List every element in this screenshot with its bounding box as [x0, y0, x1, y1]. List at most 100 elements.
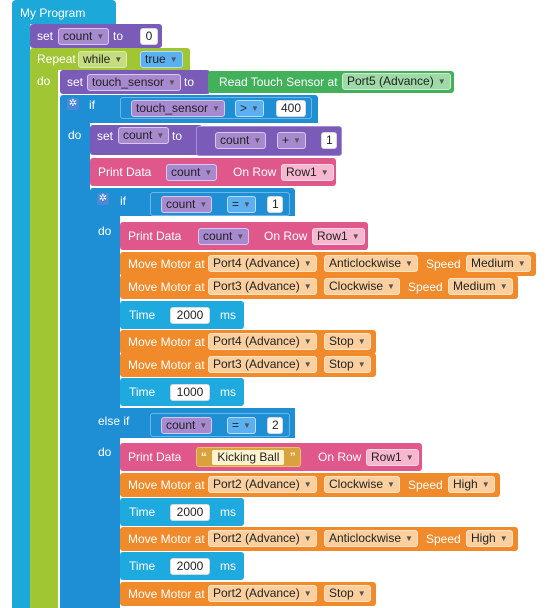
print-data-block[interactable]: Print Data count ▼ On Row Row1 ▼: [120, 222, 368, 250]
variable-dropdown[interactable]: count ▼: [118, 127, 170, 144]
move-motor-stop-block[interactable]: Move Motor at Port3 (Advance) ▼ Stop ▼: [120, 353, 376, 377]
text-value[interactable]: Kicking Ball: [212, 450, 285, 465]
direction-dropdown[interactable]: Clockwise ▼: [324, 278, 400, 295]
action-dropdown[interactable]: Stop ▼: [324, 333, 371, 350]
chevron-down-icon: ▼: [199, 200, 208, 209]
move-motor-block[interactable]: Move Motor at Port3 (Advance) ▼ Clockwise…: [120, 275, 518, 299]
boolean-true-dropdown[interactable]: true ▼: [140, 51, 183, 68]
number-input[interactable]: 0: [140, 28, 158, 45]
if-spine: do: [60, 120, 90, 608]
row-label: On Row: [318, 450, 362, 464]
operator-dropdown[interactable]: = ▼: [227, 417, 256, 434]
print-data-block[interactable]: Print Data count ▼ On Row Row1 ▼: [90, 158, 336, 186]
chevron-down-icon: ▼: [303, 337, 312, 346]
repeat-block[interactable]: Repeat while ▼ true ▼: [30, 48, 190, 70]
compare-block[interactable]: count ▼ = ▼ 1: [150, 192, 290, 216]
row-dropdown[interactable]: Row1 ▼: [281, 164, 334, 181]
repeat-spine: do: [30, 68, 58, 608]
move-motor-block[interactable]: Move Motor at Port2 (Advance) ▼ Clockwise…: [120, 473, 500, 497]
time-block[interactable]: Time 1000 ms: [120, 378, 244, 406]
set-increment-block[interactable]: set count ▼ to: [90, 125, 202, 155]
port-dropdown[interactable]: Port2 (Advance) ▼: [208, 585, 317, 602]
set-keyword: set: [37, 29, 54, 43]
chevron-down-icon: ▼: [303, 534, 312, 543]
repeat-keyword: Repeat: [37, 52, 76, 66]
move-motor-block[interactable]: Move Motor at Port4 (Advance) ▼ Anticlock…: [120, 252, 536, 276]
move-motor-block[interactable]: Move Motor at Port2 (Advance) ▼ Anticlock…: [120, 527, 518, 551]
row-label: On Row: [233, 165, 277, 179]
operand-dropdown[interactable]: count ▼: [215, 132, 267, 149]
chevron-down-icon: ▼: [293, 136, 301, 145]
compare-block[interactable]: count ▼ = ▼ 2: [150, 413, 290, 437]
gear-icon[interactable]: ✲: [67, 98, 79, 110]
speed-dropdown[interactable]: Medium ▼: [448, 278, 513, 295]
row-dropdown[interactable]: Row1 ▼: [366, 449, 419, 466]
port-dropdown[interactable]: Port2 (Advance) ▼: [208, 530, 317, 547]
unit-label: ms: [220, 505, 236, 519]
motor-label: Move Motor at: [128, 257, 205, 271]
motor-label: Move Motor at: [128, 587, 205, 601]
read-touch-sensor-block[interactable]: Read Touch Sensor at Port5 (Advance) ▼: [208, 71, 454, 93]
row-dropdown[interactable]: Row1 ▼: [312, 228, 365, 245]
text-block[interactable]: “ Kicking Ball ”: [196, 447, 301, 467]
print-data-block[interactable]: Print Data “ Kicking Ball ” On Row Row1 ▼: [120, 443, 422, 471]
speed-dropdown[interactable]: High ▼: [448, 476, 495, 493]
number-input[interactable]: 2: [267, 417, 283, 434]
repeat-mode-dropdown[interactable]: while ▼: [78, 51, 128, 68]
number-input[interactable]: 400: [276, 100, 306, 117]
to-keyword: to: [113, 29, 124, 43]
operator-dropdown[interactable]: = ▼: [227, 196, 256, 213]
variable-dropdown[interactable]: count ▼: [161, 417, 213, 434]
direction-dropdown[interactable]: Anticlockwise ▼: [324, 530, 418, 547]
port-dropdown[interactable]: Port4 (Advance) ▼: [208, 255, 317, 272]
chevron-down-icon: ▼: [357, 360, 366, 369]
time-block[interactable]: Time 2000 ms: [120, 301, 244, 329]
port-dropdown[interactable]: Port5 (Advance) ▼: [342, 73, 451, 90]
speed-dropdown[interactable]: Medium ▼: [466, 255, 531, 272]
chevron-down-icon: ▼: [303, 589, 312, 598]
variable-dropdown[interactable]: touch_sensor ▼: [131, 100, 225, 117]
time-input[interactable]: 2000: [170, 558, 210, 575]
port-dropdown[interactable]: Port2 (Advance) ▼: [208, 476, 317, 493]
port-dropdown[interactable]: Port3 (Advance) ▼: [208, 356, 317, 373]
operator-dropdown[interactable]: + ▼: [277, 132, 306, 149]
direction-dropdown[interactable]: Anticlockwise ▼: [324, 255, 418, 272]
time-input[interactable]: 2000: [170, 504, 210, 521]
time-input[interactable]: 1000: [170, 384, 210, 401]
row-label: On Row: [264, 229, 308, 243]
move-motor-stop-block[interactable]: Move Motor at Port4 (Advance) ▼ Stop ▼: [120, 330, 376, 354]
action-dropdown[interactable]: Stop ▼: [324, 356, 371, 373]
port-dropdown[interactable]: Port3 (Advance) ▼: [208, 278, 317, 295]
direction-dropdown[interactable]: Clockwise ▼: [324, 476, 400, 493]
speed-dropdown[interactable]: High ▼: [466, 530, 513, 547]
gear-icon[interactable]: ✲: [97, 193, 109, 205]
math-block[interactable]: count ▼ + ▼ 1: [196, 126, 342, 156]
time-block[interactable]: Time 2000 ms: [120, 498, 244, 526]
set-keyword: set: [67, 75, 84, 89]
chevron-down-icon: ▼: [251, 104, 259, 113]
port-dropdown[interactable]: Port4 (Advance) ▼: [208, 333, 317, 350]
variable-dropdown[interactable]: count ▼: [58, 28, 110, 45]
set-count-block[interactable]: set count ▼ to 0: [30, 24, 162, 48]
number-input[interactable]: 1: [267, 196, 283, 213]
time-block[interactable]: Time 2000 ms: [120, 552, 244, 580]
value-dropdown[interactable]: count ▼: [198, 228, 250, 245]
move-motor-stop-block[interactable]: Move Motor at Port2 (Advance) ▼ Stop ▼: [120, 582, 376, 606]
time-input[interactable]: 2000: [170, 307, 210, 324]
variable-dropdown[interactable]: touch_sensor ▼: [87, 74, 181, 91]
chevron-down-icon: ▼: [405, 453, 414, 462]
program-spine: [12, 20, 30, 608]
variable-dropdown[interactable]: count ▼: [161, 196, 213, 213]
set-touch-sensor-block[interactable]: set touch_sensor ▼ to: [60, 70, 210, 94]
operator-dropdown[interactable]: > ▼: [235, 100, 264, 117]
to-keyword: to: [184, 75, 195, 89]
motor-label: Move Motor at: [128, 358, 205, 372]
number-input[interactable]: 1: [321, 132, 337, 149]
value-dropdown[interactable]: count ▼: [166, 164, 218, 181]
speed-label: Speed: [408, 478, 443, 492]
chevron-down-icon: ▼: [114, 55, 123, 64]
compare-block[interactable]: touch_sensor ▼ > ▼ 400: [120, 97, 312, 119]
sensor-label: Read Touch Sensor at: [219, 75, 338, 89]
action-dropdown[interactable]: Stop ▼: [324, 585, 371, 602]
do-keyword: do: [37, 74, 51, 88]
